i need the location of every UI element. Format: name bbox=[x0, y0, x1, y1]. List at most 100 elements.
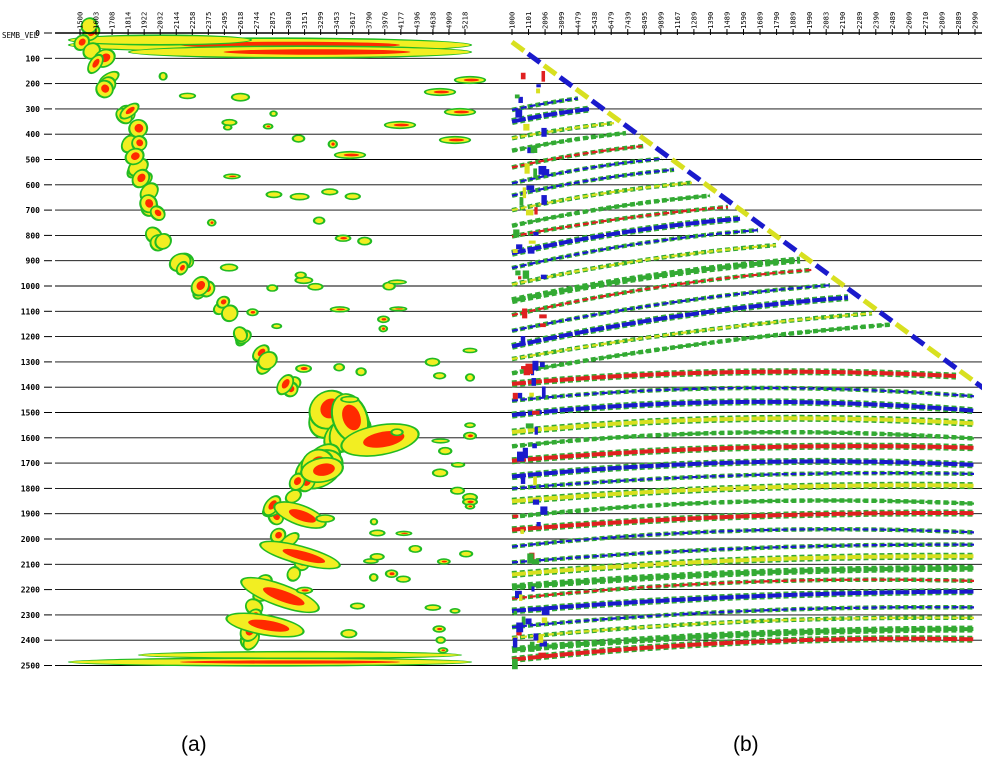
semblance-blob bbox=[300, 457, 344, 483]
x-tick-label: 2609 bbox=[904, 12, 913, 29]
near-offset-noise bbox=[538, 652, 546, 658]
near-offset-noise bbox=[528, 240, 536, 244]
semblance-blob bbox=[462, 347, 478, 354]
first-break bbox=[750, 216, 766, 230]
x-tick-label: 2710 bbox=[921, 12, 930, 29]
reflection-event bbox=[511, 97, 579, 112]
x-tick-label: 1489 bbox=[722, 12, 731, 29]
semblance-blob bbox=[124, 147, 145, 166]
x-tick-label: 2032 bbox=[156, 12, 165, 29]
near-offset-noise bbox=[516, 631, 522, 636]
reflection-event bbox=[511, 323, 891, 375]
near-offset-noise bbox=[514, 590, 522, 599]
semblance-blob bbox=[273, 501, 327, 529]
near-offset-noise bbox=[532, 410, 540, 415]
x-tick-label: 1814 bbox=[124, 12, 133, 29]
reflection-event bbox=[511, 144, 645, 169]
semblance-blob bbox=[461, 497, 479, 506]
x-tick-label: 4479 bbox=[574, 12, 583, 29]
near-offset-noise bbox=[522, 447, 528, 459]
reflection-halo bbox=[511, 242, 777, 287]
near-offset-noise bbox=[523, 123, 530, 131]
x-tick-label: 4638 bbox=[428, 12, 437, 29]
y-tick-label: 1200 bbox=[21, 333, 40, 342]
x-tick-label: 3976 bbox=[380, 12, 389, 29]
semblance-blob bbox=[449, 486, 466, 495]
semblance-blob bbox=[443, 107, 477, 117]
first-break bbox=[910, 333, 926, 347]
semblance-blob bbox=[340, 395, 360, 403]
semblance-blob bbox=[437, 446, 453, 456]
x-tick-label: 3299 bbox=[316, 12, 325, 29]
near-offset-noise bbox=[532, 499, 540, 505]
y-tick-label: 2400 bbox=[21, 636, 40, 645]
first-break bbox=[974, 380, 982, 391]
x-tick-label: 1889 bbox=[789, 12, 798, 29]
near-offset-noise bbox=[541, 607, 550, 616]
near-offset-noise bbox=[515, 270, 521, 276]
semblance-blob bbox=[453, 75, 487, 85]
y-tick-label: 800 bbox=[26, 231, 41, 240]
near-offset-noise bbox=[536, 521, 541, 527]
x-tick-label: 3010 bbox=[284, 12, 293, 29]
semblance-blob bbox=[232, 326, 249, 343]
semblance-blob bbox=[340, 629, 358, 639]
near-offset-noise bbox=[516, 622, 524, 633]
near-offset-noise bbox=[527, 247, 535, 254]
y-tick-label: 100 bbox=[26, 54, 41, 63]
semblance-blob bbox=[266, 284, 279, 292]
x-tick-label: 1922 bbox=[140, 12, 149, 29]
reflection-halo bbox=[511, 256, 801, 305]
semblance-blob bbox=[295, 586, 314, 595]
reflection-halo bbox=[511, 604, 975, 630]
semblance-blob bbox=[395, 575, 411, 583]
near-offset-noise bbox=[520, 72, 526, 80]
x-tick-label: 2390 bbox=[871, 12, 880, 29]
y-tick-label: 2500 bbox=[21, 662, 40, 671]
first-break bbox=[686, 169, 702, 183]
near-offset-noise bbox=[541, 70, 546, 82]
reflection-event bbox=[511, 312, 873, 361]
reflection-event bbox=[511, 589, 974, 613]
near-offset-noise bbox=[541, 127, 547, 137]
semblance-blob bbox=[137, 650, 463, 660]
reflection-event bbox=[511, 554, 974, 577]
y-tick-label: 1800 bbox=[21, 484, 40, 493]
near-offset-noise bbox=[521, 616, 526, 625]
reflection-halo bbox=[511, 180, 693, 213]
near-offset-noise bbox=[520, 476, 526, 484]
semblance-blob bbox=[315, 514, 336, 523]
semblance-blob bbox=[438, 135, 472, 145]
x-tick-label: 3617 bbox=[348, 12, 357, 29]
semblance-blob bbox=[223, 173, 241, 180]
near-offset-noise bbox=[539, 641, 548, 647]
near-offset-noise bbox=[529, 392, 534, 397]
semblance-blob bbox=[127, 45, 473, 59]
near-offset-noise bbox=[512, 392, 518, 400]
y-tick-label: 1300 bbox=[21, 358, 40, 367]
semblance-blob bbox=[289, 192, 310, 201]
reflection-event bbox=[511, 216, 741, 256]
semblance-blob bbox=[357, 236, 373, 246]
first-break bbox=[814, 263, 830, 277]
x-tick-label: 3151 bbox=[300, 12, 309, 29]
semblance-blob bbox=[284, 489, 302, 504]
y-tick-label: 2100 bbox=[21, 560, 40, 569]
near-offset-noise bbox=[521, 366, 527, 370]
semblance-blob bbox=[220, 304, 239, 323]
semblance-blob bbox=[437, 647, 449, 654]
first-break bbox=[782, 239, 798, 253]
near-offset-noise bbox=[533, 168, 538, 178]
reflection-event bbox=[511, 205, 729, 238]
reflection-event bbox=[511, 543, 974, 564]
near-offset-noise bbox=[520, 336, 526, 343]
near-offset-noise bbox=[527, 553, 534, 564]
semblance-blob bbox=[131, 168, 151, 189]
x-tick-label: 1990 bbox=[805, 12, 814, 29]
semblance-blob bbox=[464, 373, 476, 382]
semblance-blob bbox=[294, 271, 307, 279]
y-tick-label: 700 bbox=[26, 206, 41, 215]
reflection-event bbox=[511, 627, 975, 652]
first-break bbox=[558, 75, 574, 89]
